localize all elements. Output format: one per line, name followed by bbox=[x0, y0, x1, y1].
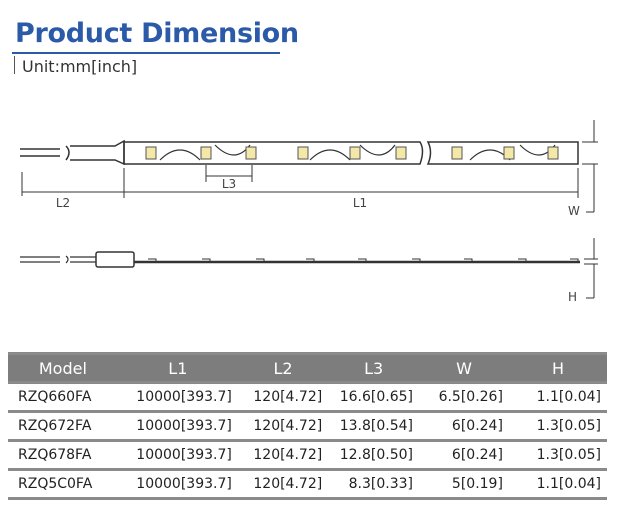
column-header: Model bbox=[8, 355, 118, 381]
table-cell: 6[0.24] bbox=[419, 413, 509, 439]
table-cell: 6[0.24] bbox=[419, 442, 509, 468]
unit: Unit:mm[inch] bbox=[22, 57, 138, 76]
label-w: W bbox=[568, 204, 580, 218]
table-cell: 8.3[0.33] bbox=[328, 471, 420, 497]
table-cell: 1.1[0.04] bbox=[508, 471, 607, 497]
table-cell: 10000[393.7] bbox=[117, 442, 238, 468]
table-cell: 5[0.19] bbox=[419, 471, 509, 497]
column-header: L1 bbox=[117, 355, 238, 381]
column-header: L3 bbox=[328, 355, 420, 381]
table-cell: 120[4.72] bbox=[237, 413, 329, 439]
column-header: L2 bbox=[237, 355, 329, 381]
table-row: RZQ672FA 10000[393.7] 120[4.72] 13.8[0.54] 6… bbox=[8, 413, 607, 439]
title-underline bbox=[12, 52, 280, 54]
table-cell: RZQ672FA bbox=[8, 413, 118, 439]
column-header: H bbox=[508, 355, 607, 381]
table-cell: 10000[393.7] bbox=[117, 384, 238, 410]
title: Product Dimension bbox=[15, 18, 299, 49]
table-cell: 13.8[0.54] bbox=[328, 413, 420, 439]
table-cell: 10000[393.7] bbox=[117, 471, 238, 497]
spec-table: Model L1 L2 L3 W H RZQ660FA 10000[393.7] 120[4.… bbox=[8, 352, 607, 500]
table-cell: 120[4.72] bbox=[237, 471, 329, 497]
table-cell: 1.3[0.05] bbox=[508, 442, 607, 468]
table-cell: RZQ678FA bbox=[8, 442, 118, 468]
table-row: RZQ678FA 10000[393.7] 120[4.72] 12.8[0.50] 6… bbox=[8, 442, 607, 468]
table-row: RZQ5C0FA 10000[393.7] 120[4.72] 8.3[0.33] 5[… bbox=[8, 471, 607, 497]
table-cell: 16.6[0.65] bbox=[328, 384, 420, 410]
column-header: W bbox=[419, 355, 509, 381]
label-h: H bbox=[568, 290, 577, 304]
label-l3: L3 bbox=[222, 177, 236, 191]
table-cell: 1.1[0.04] bbox=[508, 384, 607, 410]
label-l1: L1 bbox=[353, 196, 367, 210]
table-cell: RZQ660FA bbox=[8, 384, 118, 410]
table-row: RZQ660FA 10000[393.7] 120[4.72] 16.6[0.65] 6… bbox=[8, 384, 607, 410]
table-cell: RZQ5C0FA bbox=[8, 471, 118, 497]
table-cell: 120[4.72] bbox=[237, 384, 329, 410]
table-cell: 1.3[0.05] bbox=[508, 413, 607, 439]
table-cell: 10000[393.7] bbox=[117, 413, 238, 439]
header-row: Model L1 L2 L3 W H bbox=[8, 355, 607, 381]
table-cell: 120[4.72] bbox=[237, 442, 329, 468]
unit-bar bbox=[14, 56, 15, 74]
table-cell: 12.8[0.50] bbox=[328, 442, 420, 468]
label-l2: L2 bbox=[56, 196, 70, 210]
diagram: L2 L3 L1 W H bbox=[20, 120, 598, 304]
table-cell: 6.5[0.26] bbox=[419, 384, 509, 410]
